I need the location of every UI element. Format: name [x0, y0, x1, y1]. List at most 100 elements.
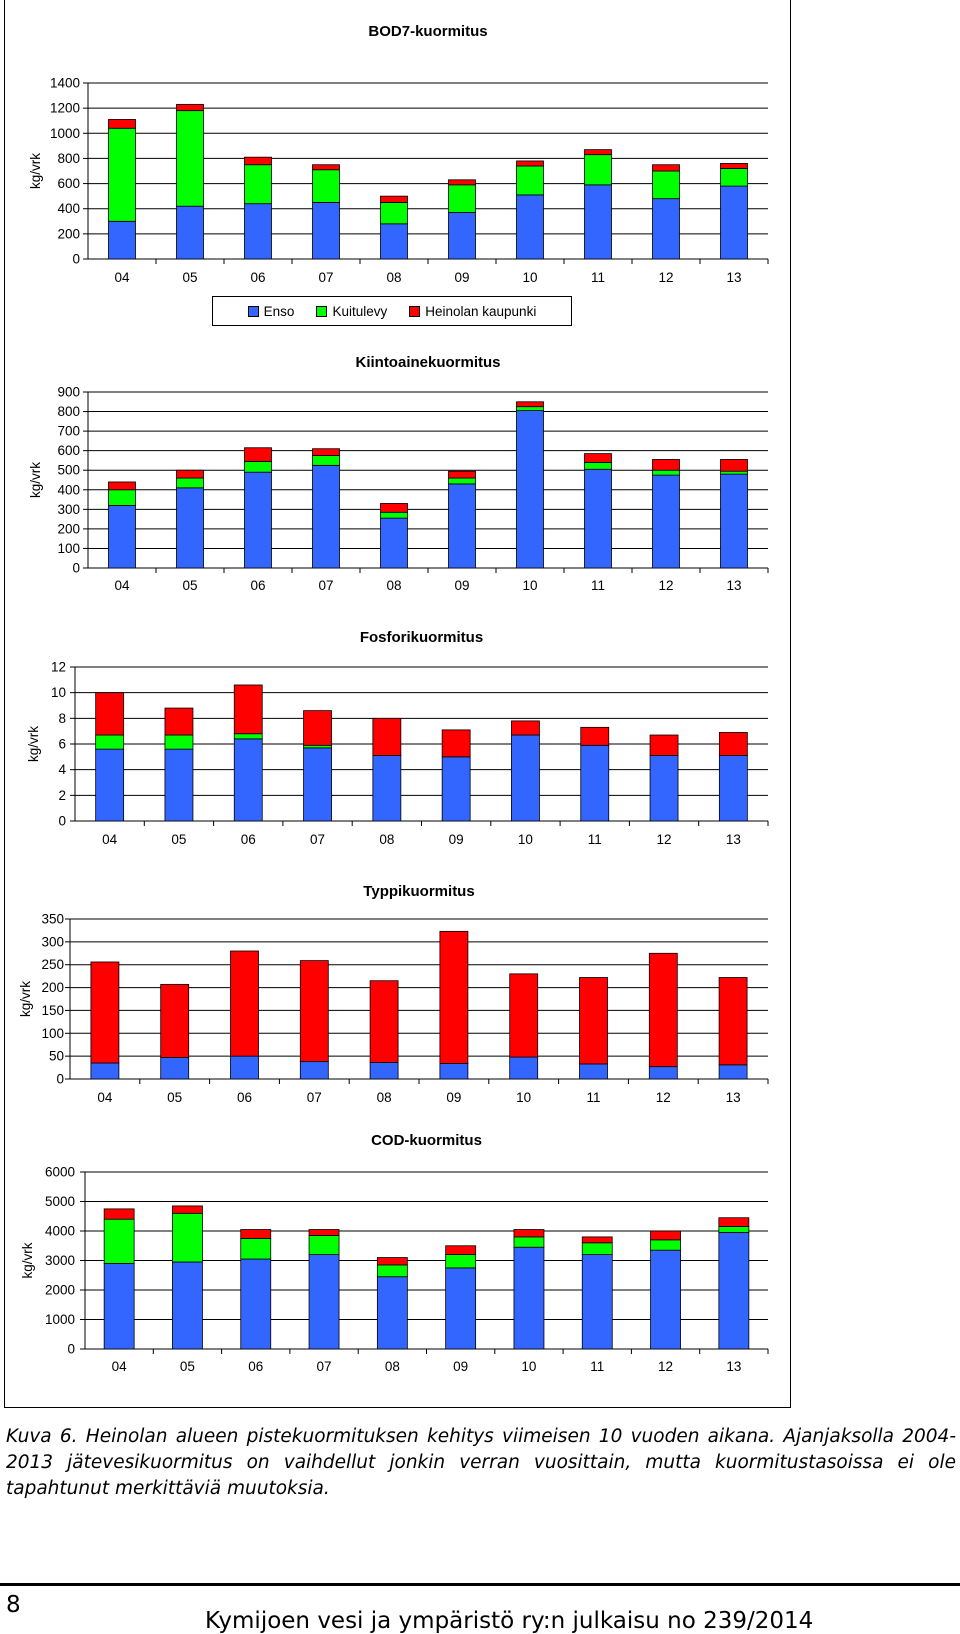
chart-typpikuormitus: Typpikuormitus050100150200250300350kg/vr… [18, 883, 769, 1105]
bar-enso [372, 755, 402, 822]
bar-enso [172, 1261, 203, 1350]
x-tick-label: 10 [522, 270, 537, 285]
x-tick-label: 04 [114, 578, 130, 593]
x-tick-label: 10 [518, 832, 533, 847]
x-tick-label: 05 [180, 1359, 195, 1374]
y-tick-label: 200 [41, 980, 64, 995]
y-tick-label: 0 [72, 252, 80, 267]
x-tick-label: 06 [250, 270, 265, 285]
bar-heinola [650, 1230, 681, 1241]
y-tick-label: 3000 [45, 1253, 75, 1268]
bar-enso [718, 1232, 750, 1350]
bar-enso [312, 202, 340, 260]
bar-kuitulevy [103, 1218, 135, 1264]
y-tick-label: 700 [57, 424, 80, 439]
bar-kuitulevy [380, 511, 408, 519]
x-tick-label: 04 [97, 1090, 113, 1105]
legend-label-heinola: Heinolan kaupunki [425, 303, 537, 319]
x-tick-label: 12 [658, 1359, 673, 1374]
footer-rule [0, 1583, 960, 1586]
bar-heinola [580, 726, 610, 746]
bar-kuitulevy [718, 1226, 750, 1233]
bar-heinola [376, 1257, 408, 1266]
y-tick-label: 400 [57, 201, 80, 216]
bar-heinola [244, 156, 272, 166]
x-tick-label: 04 [112, 1359, 128, 1374]
legend-swatch-enso [247, 305, 259, 317]
bar-kuitulevy [244, 461, 272, 473]
bar-enso [516, 410, 544, 569]
bar-kuitulevy [584, 461, 612, 470]
bar-heinola [108, 119, 136, 129]
bar-enso [448, 212, 476, 260]
legend: Enso Kuitulevy Heinolan kaupunki [212, 296, 572, 326]
chart-cod-kuormitus: COD-kuormitus 0 1000 2000 3000 4000 5000 6000 kg… [20, 1132, 769, 1374]
bar-heinola [230, 950, 259, 1057]
bar-enso [90, 1062, 120, 1080]
bar-enso [720, 185, 748, 260]
legend-swatch-heinola [409, 305, 421, 317]
bar-enso [164, 748, 194, 822]
y-tick-label: 8 [58, 711, 66, 726]
bar-heinola [369, 980, 399, 1063]
x-tick-label: 07 [318, 270, 333, 285]
x-tick-label: 09 [446, 1090, 461, 1105]
bar-kuitulevy [584, 154, 612, 186]
bar-enso [244, 203, 272, 260]
y-tick-label: 500 [57, 463, 80, 478]
bar-enso [720, 473, 748, 569]
chart-bod7-kuormitus: BOD7-kuormitus 0 200 400 600 800 1000 1200 1400 k… [28, 23, 769, 285]
y-tick-label: 100 [57, 541, 80, 556]
chart-title: BOD7-kuormitus [368, 23, 487, 40]
bar-heinola [312, 448, 340, 456]
bar-enso [380, 517, 408, 569]
y-tick-label: 1000 [45, 1312, 75, 1327]
bar-heinola [509, 973, 539, 1058]
x-tick-label: 07 [318, 578, 333, 593]
bar-kuitulevy [448, 477, 476, 485]
bar-kuitulevy [108, 127, 136, 222]
bar-enso [308, 1254, 340, 1350]
y-tick-label: 6 [58, 737, 66, 752]
bar-heinola [516, 160, 544, 167]
x-tick-label: 12 [656, 1090, 671, 1105]
bar-kuitulevy [376, 1264, 408, 1278]
figure-caption: Kuva 6. Heinolan alueen pistekuormitukse… [6, 1426, 956, 1499]
bar-heinola [445, 1245, 477, 1255]
bar-enso [445, 1267, 477, 1350]
bar-kuitulevy [650, 1239, 681, 1251]
x-tick-label: 08 [385, 1359, 400, 1374]
bar-heinola [303, 710, 332, 746]
x-tick-label: 08 [386, 578, 401, 593]
y-tick-label: 250 [41, 957, 64, 972]
y-axis-label: kg/vrk [28, 462, 43, 498]
bar-heinola [233, 684, 263, 735]
bar-enso [303, 747, 332, 822]
bar-heinola [649, 734, 679, 756]
bar-enso [511, 734, 540, 822]
bar-kuitulevy [513, 1236, 545, 1248]
y-tick-label: 350 [41, 912, 64, 927]
y-tick-label: 6000 [45, 1165, 75, 1180]
y-tick-label: 0 [56, 1072, 64, 1087]
chart-fosforikuormitus: Fosforikuormitus 0 2 4 6 8 10 12 kg/vrk 04 05 06 07 0… [26, 629, 769, 847]
y-tick-label: 2 [58, 788, 66, 803]
bar-kuitulevy [240, 1237, 272, 1260]
bar-enso [580, 744, 610, 822]
bar-enso [718, 755, 748, 822]
y-tick-label: 400 [57, 482, 80, 497]
x-tick-label: 08 [377, 1090, 392, 1105]
y-tick-label: 1200 [50, 101, 80, 116]
x-tick-label: 13 [726, 270, 741, 285]
bar-heinola [95, 692, 125, 736]
x-tick-label: 09 [453, 1359, 468, 1374]
bar-heinola [516, 401, 544, 408]
bar-heinola [312, 164, 340, 171]
y-tick-label: 0 [67, 1342, 75, 1357]
bar-enso [240, 1258, 272, 1350]
bar-enso [652, 198, 680, 260]
x-tick-label: 13 [726, 1090, 741, 1105]
bar-kuitulevy [516, 165, 544, 196]
bar-enso [584, 468, 612, 569]
x-tick-label: 04 [114, 270, 130, 285]
